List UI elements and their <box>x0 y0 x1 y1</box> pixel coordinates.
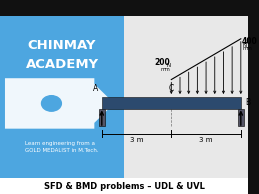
Bar <box>99 109 105 126</box>
Bar <box>0 16 124 178</box>
Text: ACADEMY: ACADEMY <box>25 58 99 71</box>
Text: mm: mm <box>161 67 170 72</box>
Polygon shape <box>5 78 114 129</box>
Bar <box>238 109 243 126</box>
Text: N: N <box>166 63 170 68</box>
Text: Learn engineering from a
GOLD MEDALIST in M.Tech.: Learn engineering from a GOLD MEDALIST i… <box>25 141 99 153</box>
Bar <box>0 178 248 194</box>
Text: CHINMAY: CHINMAY <box>28 39 96 52</box>
Text: 3 m: 3 m <box>199 137 213 143</box>
Text: 200: 200 <box>154 58 170 67</box>
Circle shape <box>41 96 61 111</box>
Text: B: B <box>245 98 250 107</box>
Text: 3 m: 3 m <box>130 137 143 143</box>
Text: SFD & BMD problems – UDL & UVL: SFD & BMD problems – UDL & UVL <box>44 182 205 191</box>
Bar <box>102 97 241 109</box>
Text: mm: mm <box>242 46 252 51</box>
Bar <box>124 16 248 178</box>
Text: 400: 400 <box>242 37 258 46</box>
Text: A: A <box>93 84 98 93</box>
Text: N: N <box>242 43 246 48</box>
Text: C: C <box>169 84 174 93</box>
